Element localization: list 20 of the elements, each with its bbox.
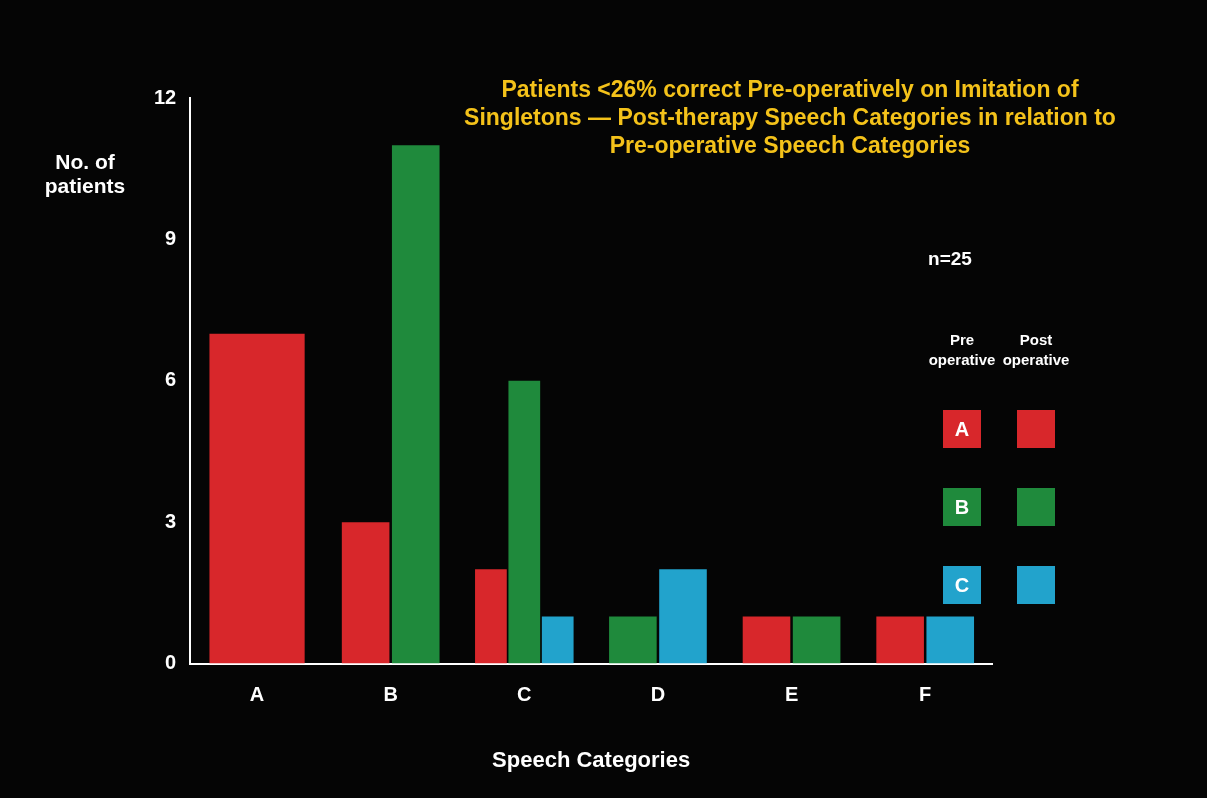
x-tick-label: B — [383, 683, 398, 706]
x-tick-label: F — [919, 683, 932, 706]
annotation: n=25 — [927, 248, 973, 270]
y-tick-label: 3 — [165, 509, 177, 532]
x-axis-title: Speech Categories — [492, 746, 691, 772]
y-tick-label: 0 — [165, 651, 177, 674]
legend-label: B — [943, 488, 981, 526]
x-tick-label: A — [249, 683, 265, 706]
y-tick-label: 6 — [165, 368, 177, 391]
y-tick-label: 12 — [154, 85, 177, 108]
y-axis-title: No. of patients — [43, 150, 127, 198]
x-tick-label: C — [517, 683, 532, 706]
legend-title: Pre operative — [927, 330, 997, 370]
x-tick-label: E — [784, 683, 799, 706]
chart-title: Patients <26% correct Pre-operatively on Imitation of Singletons — Post-therapy Speech Categories in relation to Pre-operative Speech Categories — [463, 75, 1117, 159]
x-tick-label: D — [650, 683, 666, 706]
y-tick-label: 9 — [165, 226, 177, 249]
text: Post operative — [1001, 330, 1071, 370]
legend-label: C — [943, 566, 981, 604]
legend-label: A — [943, 410, 981, 448]
